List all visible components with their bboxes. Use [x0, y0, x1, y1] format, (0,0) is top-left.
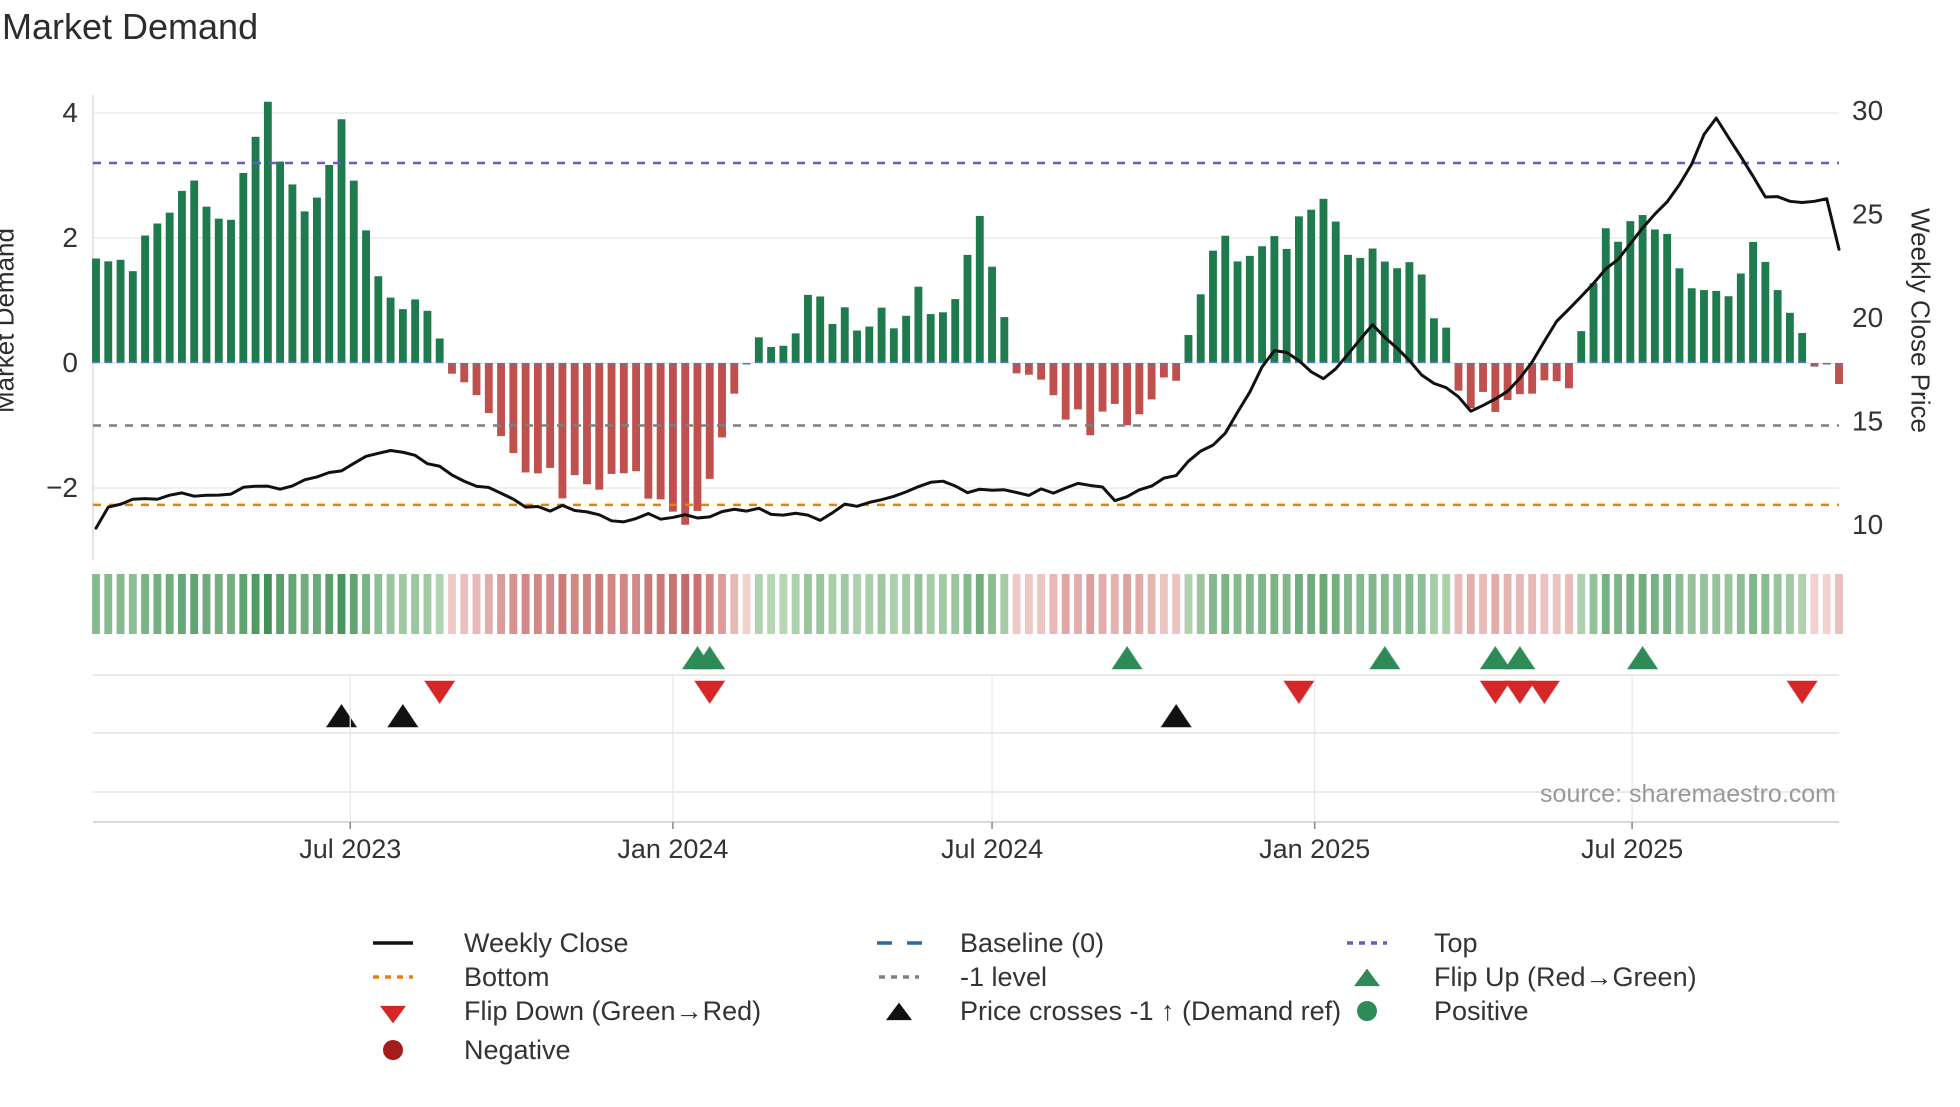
svg-text:Bottom: Bottom [464, 962, 550, 992]
svg-text:Jul 2024: Jul 2024 [941, 834, 1043, 864]
svg-text:Negative: Negative [464, 1035, 571, 1065]
svg-text:20: 20 [1852, 302, 1883, 333]
svg-text:−2: −2 [46, 472, 78, 503]
svg-text:Price crosses -1 ↑ (Demand ref: Price crosses -1 ↑ (Demand ref) [960, 996, 1341, 1026]
svg-text:-1 level: -1 level [960, 962, 1047, 992]
svg-text:15: 15 [1852, 406, 1883, 437]
svg-text:Flip Down (Green→Red): Flip Down (Green→Red) [464, 996, 761, 1026]
svg-text:25: 25 [1852, 199, 1883, 230]
svg-text:Jul 2023: Jul 2023 [299, 834, 401, 864]
svg-text:10: 10 [1852, 509, 1883, 540]
svg-text:Positive: Positive [1434, 996, 1529, 1026]
svg-text:Weekly Close: Weekly Close [464, 928, 629, 958]
svg-text:4: 4 [62, 97, 78, 128]
svg-text:2: 2 [62, 222, 78, 253]
svg-text:Baseline (0): Baseline (0) [960, 928, 1104, 958]
svg-text:Jan 2024: Jan 2024 [617, 834, 728, 864]
svg-text:Flip Up (Red→Green): Flip Up (Red→Green) [1434, 962, 1697, 992]
svg-text:0: 0 [62, 347, 78, 378]
svg-text:Top: Top [1434, 928, 1478, 958]
svg-text:30: 30 [1852, 95, 1883, 126]
svg-text:Jul 2025: Jul 2025 [1581, 834, 1683, 864]
svg-text:source: sharemaestro.com: source: sharemaestro.com [1540, 780, 1836, 808]
svg-text:Jan 2025: Jan 2025 [1259, 834, 1370, 864]
